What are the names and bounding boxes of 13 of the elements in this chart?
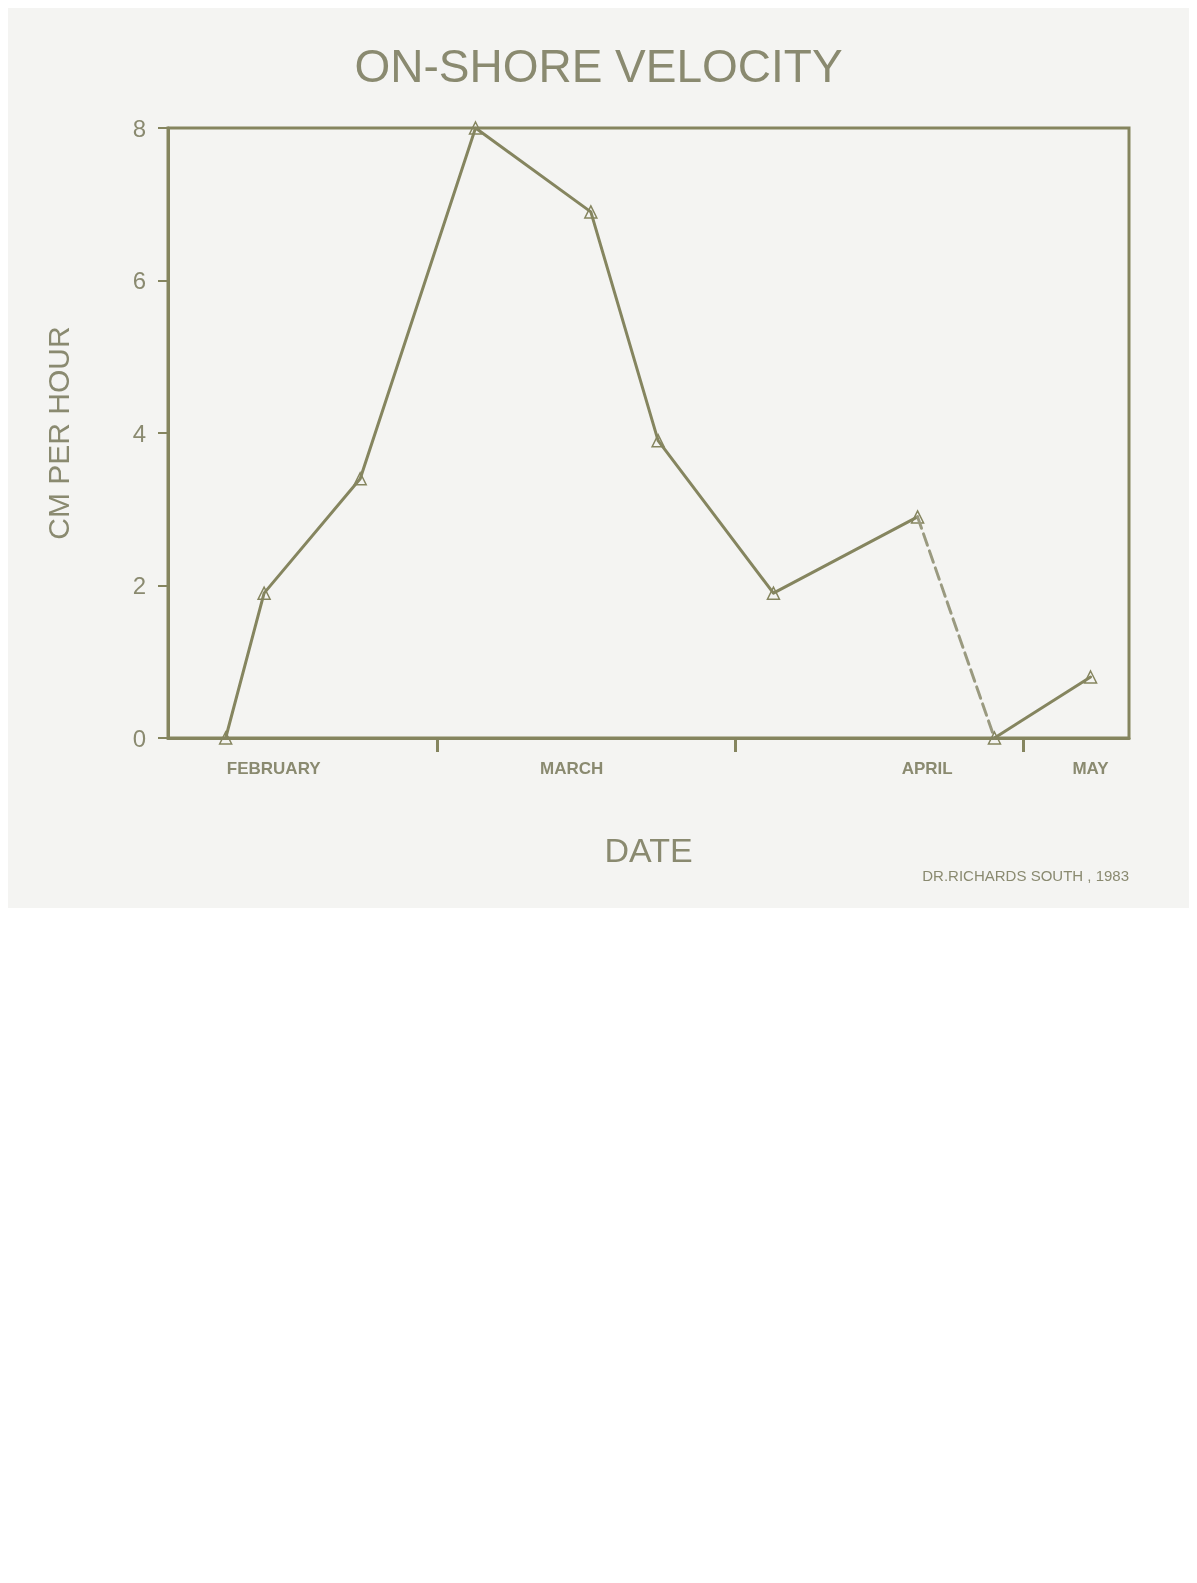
x-axis-title: DATE (604, 831, 693, 869)
x-tick-label: MARCH (539, 759, 604, 778)
y-tick-label: 8 (132, 114, 146, 142)
y-tick-label: 2 (132, 572, 146, 599)
y-tick-label: 0 (132, 724, 146, 752)
y-tick-label: 4 (132, 419, 146, 447)
x-tick-label: APRIL (901, 759, 953, 778)
x-tick-label: MAY (1072, 759, 1110, 778)
chart-title: ON-SHORE VELOCITY (354, 40, 843, 92)
y-tick-label: 6 (132, 267, 146, 294)
x-tick-label: FEBRUARY (226, 759, 322, 778)
text: DR.RICHARDS SOUTH , 1983 (922, 867, 1130, 884)
y-axis-title: CM PER HOUR (41, 326, 75, 540)
